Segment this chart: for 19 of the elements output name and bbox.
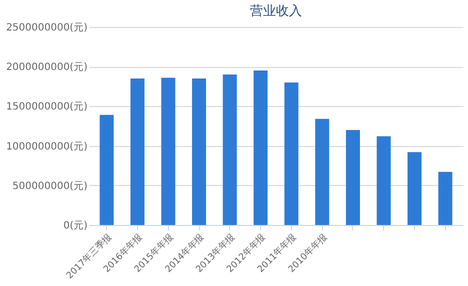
bar (192, 78, 206, 225)
y-tick-label: 1500000000(元) (6, 102, 88, 113)
bar (315, 118, 330, 225)
bar (408, 152, 422, 225)
y-tick-label: 500000000(元) (12, 180, 88, 192)
chart-title: 营业收入 (250, 4, 302, 19)
y-tick-label: 0(元) (63, 220, 88, 232)
bar (438, 172, 452, 225)
bar (161, 78, 176, 225)
bar (284, 82, 298, 225)
bar (376, 136, 391, 225)
bar (222, 74, 237, 225)
y-tick-label: 1000000000(元) (6, 141, 88, 152)
y-tick-label: 2000000000(元) (6, 62, 88, 74)
bar (100, 114, 114, 225)
y-tick-label: 2500000000(元) (6, 22, 88, 34)
bar (130, 78, 144, 225)
bar (346, 130, 360, 225)
bar (254, 70, 268, 225)
